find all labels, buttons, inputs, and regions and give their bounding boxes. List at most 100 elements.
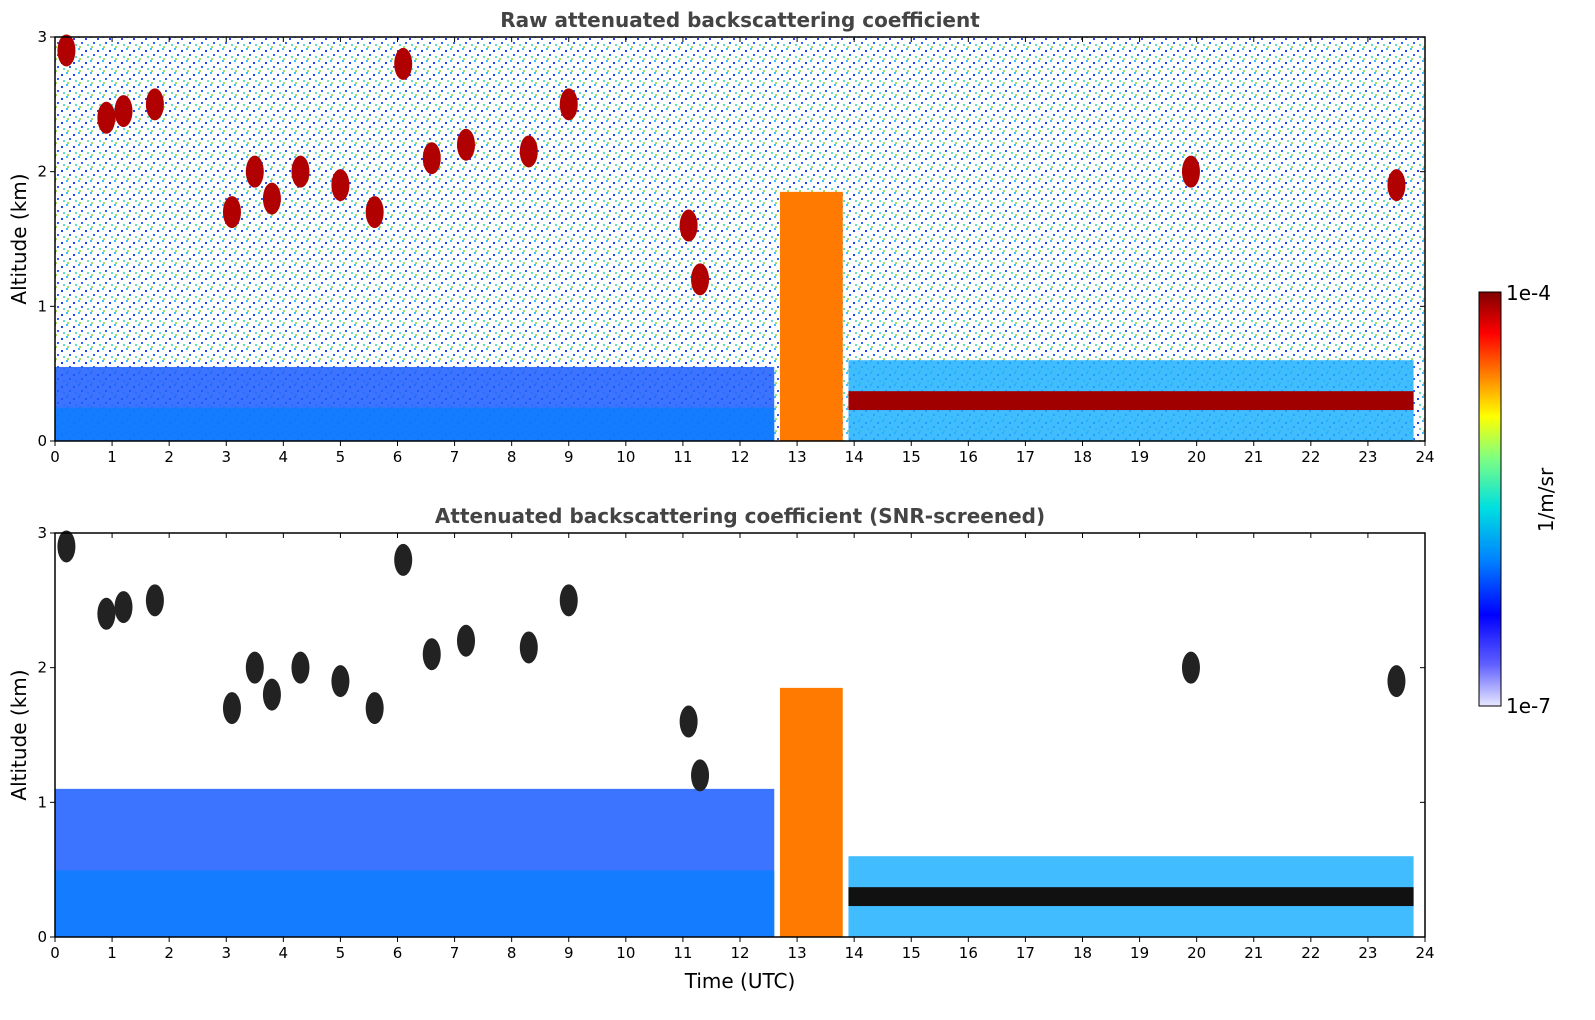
x-tick-label: 3 <box>221 944 231 962</box>
x-tick-label: 15 <box>902 448 921 466</box>
x-tick-label: 18 <box>1073 448 1092 466</box>
x-tick-label: 8 <box>507 944 517 962</box>
cloud-patch <box>519 631 538 664</box>
boundary-layer-core <box>55 407 775 441</box>
x-tick-label: 18 <box>1073 944 1092 962</box>
x-tick-label: 5 <box>336 448 346 466</box>
cloud-patch <box>145 584 164 617</box>
cloud-patch <box>519 135 538 168</box>
x-tick-label: 0 <box>50 448 60 466</box>
cloud-patch <box>1387 169 1406 202</box>
x-tick-label: 10 <box>616 448 635 466</box>
cloud-patch <box>222 692 241 725</box>
x-tick-label: 17 <box>1016 448 1035 466</box>
x-tick-label: 8 <box>507 448 517 466</box>
x-axis-label: Time (UTC) <box>684 969 796 993</box>
x-tick-label: 20 <box>1187 448 1206 466</box>
cloud-patch <box>422 638 441 671</box>
cloud-patch <box>331 665 350 698</box>
cloud-patch <box>394 47 413 80</box>
x-tick-label: 12 <box>730 944 749 962</box>
y-axis-label: Altitude (km) <box>7 669 31 800</box>
cloud-patch <box>1181 651 1200 684</box>
x-tick-label: 21 <box>1244 944 1263 962</box>
cloud-patch <box>114 95 133 128</box>
cloud-patch <box>559 584 578 617</box>
x-tick-label: 23 <box>1358 448 1377 466</box>
cloud-patch <box>57 530 76 563</box>
x-tick-label: 19 <box>1130 448 1149 466</box>
cloud-patch <box>679 209 698 242</box>
y-axis-label: Altitude (km) <box>7 173 31 304</box>
x-tick-label: 13 <box>788 448 807 466</box>
x-tick-label: 12 <box>730 448 749 466</box>
cloud-patch <box>691 263 710 296</box>
y-tick-label: 0 <box>37 928 47 946</box>
x-tick-label: 21 <box>1244 448 1263 466</box>
x-tick-label: 6 <box>393 448 403 466</box>
cloud-patch <box>365 692 384 725</box>
heatmap-area <box>55 34 1425 441</box>
cloud-patch <box>559 88 578 121</box>
cloud-base-layer <box>848 391 1414 411</box>
y-ticks: 0 1 2 3 <box>37 28 1425 450</box>
x-tick-label: 1 <box>107 448 117 466</box>
y-tick-label: 3 <box>37 28 47 46</box>
panel-raw: Raw attenuated backscattering coefficien… <box>7 8 1435 466</box>
cloud-patch <box>457 624 475 657</box>
x-tick-label: 1 <box>107 944 117 962</box>
y-tick-label: 1 <box>37 297 47 315</box>
cloud-patch <box>57 34 76 67</box>
y-tick-label: 1 <box>37 793 47 811</box>
cloud-patch <box>679 705 698 738</box>
cloud-patch <box>97 101 116 134</box>
x-tick-label: 7 <box>450 448 460 466</box>
cloud-patch <box>457 128 475 161</box>
x-ticks: 0 1 2 3 4 5 6 7 8 9 10 11 12 13 14 15 16 17 18 19 20 21 22 23 24 <box>50 533 1435 962</box>
cloud-patch <box>97 597 116 630</box>
x-tick-label: 6 <box>393 944 403 962</box>
x-tick-label: 4 <box>279 448 289 466</box>
cloud-patch <box>365 196 384 229</box>
y-tick-label: 2 <box>37 163 47 181</box>
cloud-patch <box>1181 155 1200 188</box>
fog-column <box>779 191 843 441</box>
colorbar-unit-label: 1/m/sr <box>1534 467 1558 532</box>
x-tick-label: 5 <box>336 944 346 962</box>
x-tick-label: 20 <box>1187 944 1206 962</box>
cloud-patch <box>245 651 264 684</box>
cloud-patch <box>331 169 350 202</box>
y-tick-label: 2 <box>37 659 47 677</box>
x-tick-label: 24 <box>1415 944 1434 962</box>
y-ticks: 0 1 2 3 <box>37 524 1425 946</box>
x-tick-label: 14 <box>845 944 864 962</box>
colorbar: 1e-4 1e-7 1/m/sr <box>1478 281 1558 718</box>
x-tick-label: 14 <box>845 448 864 466</box>
x-tick-label: 11 <box>673 944 692 962</box>
boundary-layer-core <box>55 870 775 937</box>
panel-screened: Attenuated backscattering coefficient (S… <box>7 504 1435 993</box>
cloud-patch <box>245 155 264 188</box>
cloud-patch <box>691 759 710 792</box>
y-tick-label: 3 <box>37 524 47 542</box>
cloud-patch <box>394 543 413 576</box>
x-tick-label: 10 <box>616 944 635 962</box>
cloud-patch <box>262 182 281 215</box>
x-tick-label: 9 <box>564 448 574 466</box>
x-ticks: 0 1 2 3 4 5 6 7 8 9 10 11 12 13 14 15 16 17 18 19 20 21 22 23 24 <box>50 37 1435 466</box>
x-tick-label: 7 <box>450 944 460 962</box>
panel-title: Raw attenuated backscattering coefficien… <box>500 8 980 32</box>
x-tick-label: 15 <box>902 944 921 962</box>
x-tick-label: 16 <box>959 944 978 962</box>
x-tick-label: 2 <box>164 944 174 962</box>
x-tick-label: 13 <box>788 944 807 962</box>
colorbar-gradient <box>1478 291 1502 707</box>
cloud-patch <box>262 678 281 711</box>
x-tick-label: 19 <box>1130 944 1149 962</box>
cloud-patch <box>145 88 164 121</box>
x-tick-label: 24 <box>1415 448 1434 466</box>
x-tick-label: 22 <box>1301 448 1320 466</box>
x-tick-label: 17 <box>1016 944 1035 962</box>
cloud-patch <box>422 142 441 175</box>
fog-column <box>779 687 843 937</box>
